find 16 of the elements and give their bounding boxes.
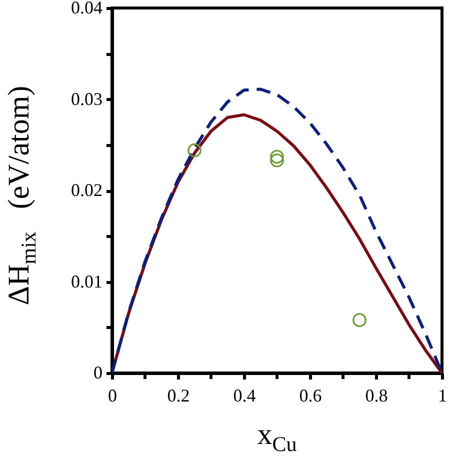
x-axis-title: x$_{Cu}$ — [256, 418, 298, 457]
y-tick-label: 0.04 — [71, 0, 102, 18]
x-tick-label: 0.4 — [233, 386, 256, 406]
point — [352, 313, 366, 327]
y-tick-label: 0.01 — [71, 271, 102, 292]
x-tick-label: 0.2 — [167, 386, 190, 406]
point — [270, 153, 284, 168]
y-tick-label: 0 — [94, 362, 102, 382]
point — [270, 150, 284, 164]
x-tick-label: 0.6 — [299, 386, 322, 406]
y-tick-label: 0.02 — [71, 180, 102, 200]
x-tick-label: 0 — [108, 386, 117, 406]
y-tick-label: 0.03 — [71, 88, 102, 109]
x-tick-label: 1 — [438, 386, 447, 406]
point — [188, 143, 202, 158]
x-tick-label: 0.8 — [365, 386, 388, 406]
